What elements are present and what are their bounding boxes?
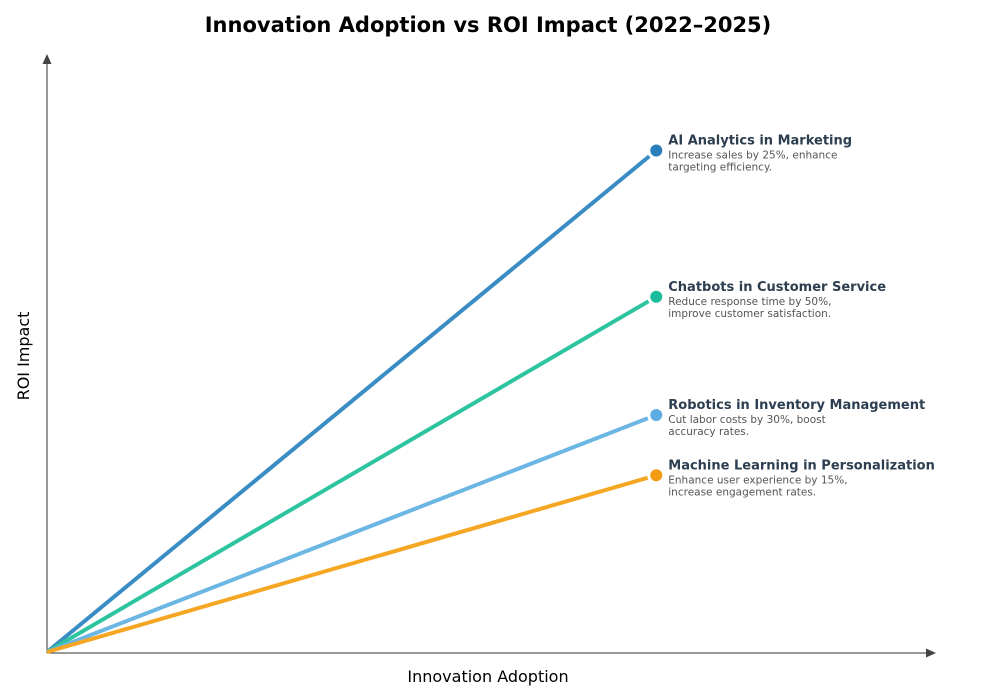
series-label: AI Analytics in Marketing: [668, 134, 852, 149]
x-axis-label: Innovation Adoption: [407, 667, 568, 686]
series-description: Cut labor costs by 30%, boost: [668, 414, 825, 426]
chart-title: Innovation Adoption vs ROI Impact (2022–…: [205, 13, 772, 37]
data-point: [650, 469, 663, 482]
series-label: Machine Learning in Personalization: [668, 458, 935, 473]
data-point: [650, 144, 663, 157]
data-point: [650, 290, 663, 303]
series-line: [46, 475, 649, 654]
series-description: Enhance user experience by 15%,: [668, 474, 847, 486]
y-axis-arrow-icon: [42, 54, 52, 64]
y-axis-label: ROI Impact: [14, 312, 33, 401]
series-label: Chatbots in Customer Service: [668, 280, 886, 295]
series-description: accuracy rates.: [668, 426, 749, 438]
series-line: [45, 299, 650, 654]
series-description: Reduce response time by 50%,: [668, 296, 831, 308]
series-3: Machine Learning in PersonalizationEnhan…: [46, 458, 935, 654]
x-axis-arrow-icon: [926, 648, 936, 658]
series-line: [45, 154, 651, 654]
series-description: increase engagement rates.: [668, 486, 816, 498]
series-description: improve customer satisfaction.: [668, 308, 831, 320]
series-line: [46, 416, 649, 654]
series-description: targeting efficiency.: [668, 162, 772, 174]
series-description: Increase sales by 25%, enhance: [668, 150, 837, 162]
data-point: [650, 408, 663, 421]
series-label: Robotics in Inventory Management: [668, 398, 925, 413]
